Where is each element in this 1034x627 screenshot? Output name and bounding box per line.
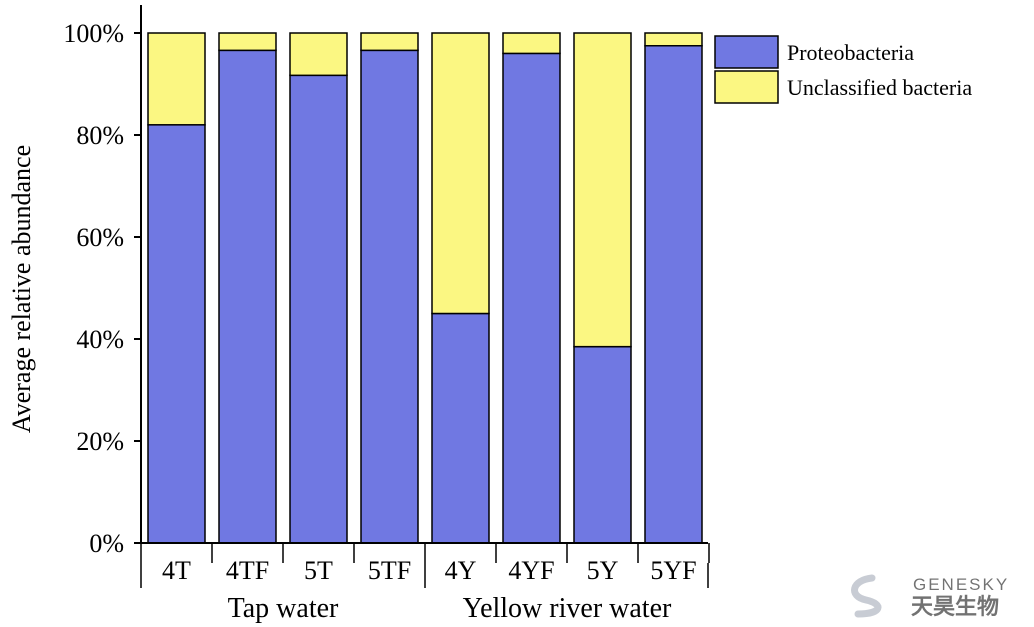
y-axis-ticks: 0% 20% 40% 60% 80% 100% [63, 19, 141, 558]
bar-segment-unclassified-bacteria [644, 32, 703, 47]
legend-label-unclassified-bacteria: Unclassified bacteria [787, 75, 972, 100]
legend-swatch-proteobacteria [714, 35, 779, 69]
y-tick-label: 80% [76, 121, 124, 150]
bar-segment-unclassified-bacteria [573, 32, 632, 348]
x-group-label: Yellow river water [463, 593, 672, 624]
watermark-brand: GENESKY [913, 575, 1009, 594]
y-tick-label: 20% [76, 427, 124, 456]
bar-segment-proteobacteria [218, 49, 277, 544]
x-tick-label: 5Y [587, 556, 619, 585]
bar-segment-proteobacteria [431, 312, 490, 544]
bar-segment-proteobacteria [573, 345, 632, 544]
y-tick-label: 100% [63, 19, 124, 48]
bars [147, 32, 703, 544]
x-tick-label: 4Y [445, 556, 477, 585]
y-tick-label: 60% [76, 223, 124, 252]
bar-segment-unclassified-bacteria [147, 32, 206, 126]
bar-segment-proteobacteria [644, 45, 703, 544]
bar-segment-proteobacteria [289, 74, 348, 544]
y-tick-label: 0% [89, 529, 124, 558]
x-tick-label: 5YF [650, 556, 696, 585]
bar-segment-unclassified-bacteria [289, 32, 348, 77]
y-axis-label: Average relative abundance [7, 145, 36, 433]
x-tick-label: 4T [162, 556, 191, 585]
genesky-watermark: GENESKY 天昊生物 [851, 574, 1009, 619]
bar-segment-unclassified-bacteria [360, 32, 419, 52]
bar-segment-proteobacteria [360, 49, 419, 544]
x-tick-label: 5TF [368, 556, 411, 585]
watermark-subtitle: 天昊生物 [911, 594, 999, 619]
legend-label-proteobacteria: Proteobacteria [787, 40, 914, 65]
x-tick-label: 4YF [508, 556, 554, 585]
x-tick-label: 5T [304, 556, 333, 585]
bar-segment-unclassified-bacteria [431, 32, 490, 315]
bar-segment-proteobacteria [147, 124, 206, 544]
y-tick-label: 40% [76, 325, 124, 354]
legend: Proteobacteria Unclassified bacteria [714, 35, 972, 104]
x-group-label: Tap water [228, 593, 339, 624]
legend-swatch-unclassified-bacteria [714, 70, 779, 104]
s-swoosh-logo-icon [851, 574, 882, 618]
x-tick-label: 4TF [226, 556, 269, 585]
x-axis: 4T 4TF 5T 5TF 4Y 4YF 5Y 5YF Tap water Yellow rive… [140, 543, 710, 624]
bar-segment-proteobacteria [502, 52, 561, 544]
bar-segment-unclassified-bacteria [218, 32, 277, 52]
bar-segment-unclassified-bacteria [502, 32, 561, 55]
